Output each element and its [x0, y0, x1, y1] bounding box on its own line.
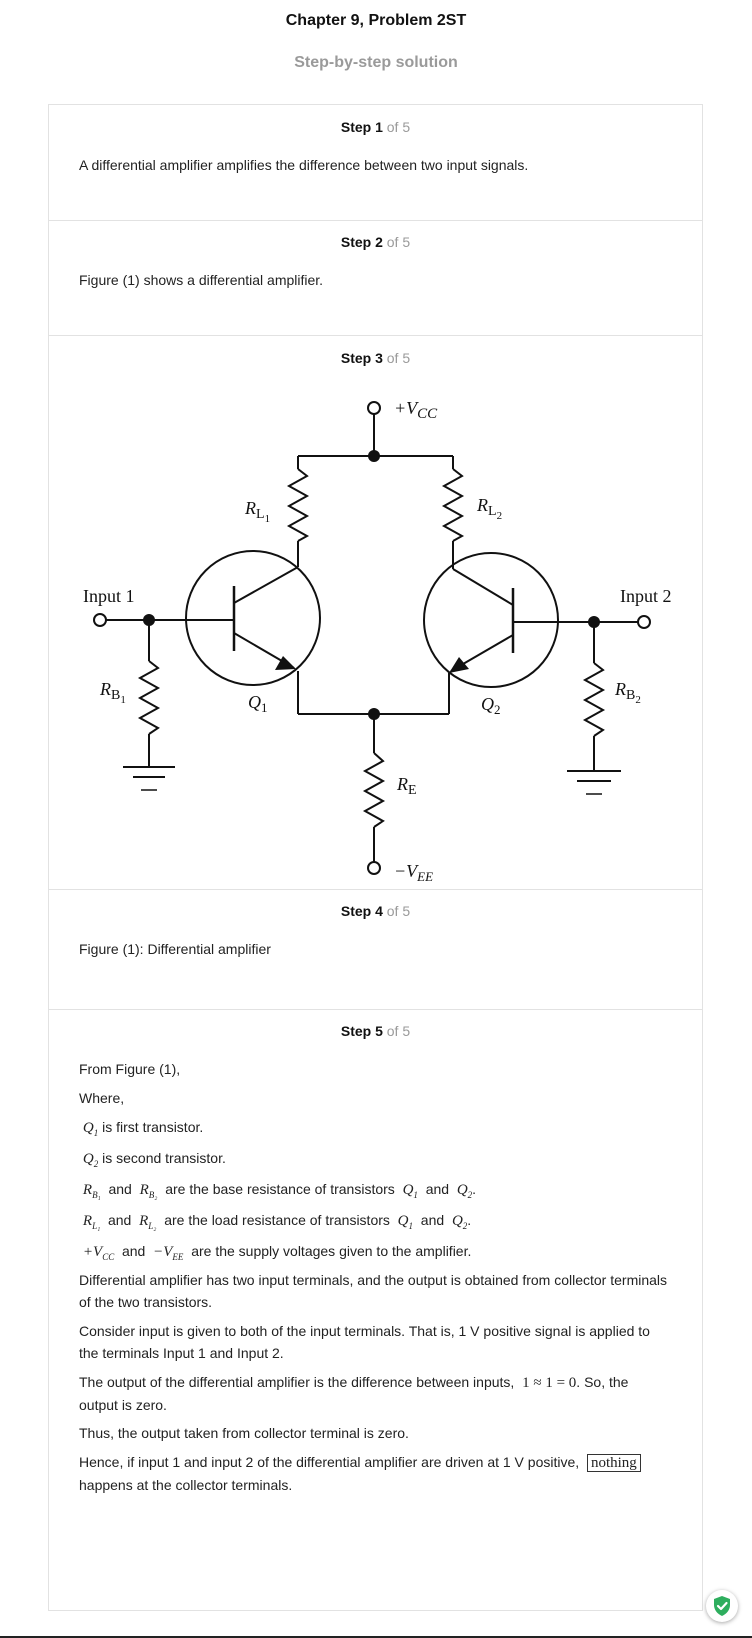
input1-terminal: [93, 613, 107, 627]
supply-definition: +VCC and −VEE are the supply voltages gi…: [82, 1243, 472, 1262]
q1-transistor: [185, 550, 321, 686]
rb1-resistor: [137, 660, 161, 735]
step-1-text: A differential amplifier amplifies the d…: [79, 157, 529, 173]
para-input-given: Consider input is given to both of the i…: [79, 1323, 650, 1361]
solution-frame: Step 1 of 5 A differential amplifier amp…: [48, 104, 703, 1611]
step-count: of 5: [386, 350, 411, 366]
para-two-inputs: Differential amplifier has two input ter…: [79, 1272, 668, 1310]
rl2-label: RL2: [476, 495, 502, 522]
vcc-terminal: [367, 401, 381, 415]
step-2: Step 2 of 5 Figure (1) shows a different…: [49, 220, 702, 336]
step-2-text: Figure (1) shows a differential amplifie…: [79, 272, 324, 288]
step-number: Step 3: [340, 350, 383, 366]
vee-label: −VEE: [394, 861, 433, 884]
input2-terminal: [637, 615, 651, 629]
q1-symbol: Q1: [82, 1120, 99, 1138]
q1-label: Q1: [248, 692, 268, 715]
step-number: Step 4: [340, 903, 383, 919]
step-1: Step 1 of 5 A differential amplifier amp…: [49, 105, 702, 221]
step-count: of 5: [386, 1023, 411, 1039]
input1-label: Input 1: [83, 586, 135, 606]
step-2-header: Step 2 of 5: [49, 234, 702, 250]
from-figure-text: From Figure (1),: [79, 1061, 181, 1077]
rl1-resistor: [286, 468, 310, 542]
para-output-difference: The output of the differential amplifier…: [79, 1374, 629, 1413]
step-number: Step 2: [340, 234, 383, 250]
step-3-header: Step 3 of 5: [49, 350, 702, 366]
step-4-text: Figure (1): Differential amplifier: [79, 941, 271, 957]
rb2-resistor: [582, 662, 606, 737]
re-label: RE: [396, 774, 417, 798]
where-text: Where,: [79, 1090, 125, 1106]
page-title: Chapter 9, Problem 2ST: [285, 12, 467, 29]
step-number: Step 1: [340, 119, 383, 135]
security-badge[interactable]: [706, 1590, 738, 1622]
step-3: Step 3 of 5: [49, 336, 702, 890]
step-count: of 5: [386, 234, 411, 250]
equation: 1 ≈ 1 = 0: [522, 1375, 577, 1391]
re-resistor: [362, 752, 386, 828]
rl1-label: RL1: [244, 498, 270, 525]
vee-terminal: [367, 861, 381, 875]
q2-symbol: Q2: [82, 1151, 99, 1169]
shield-check-icon: [714, 1596, 730, 1616]
para-output-zero: Thus, the output taken from collector te…: [79, 1425, 409, 1441]
rl2-resistor: [441, 468, 465, 542]
rb1-label: RB1: [99, 679, 126, 706]
step-count: of 5: [386, 119, 411, 135]
answer-box: nothing: [586, 1454, 641, 1472]
step-count: of 5: [386, 903, 411, 919]
q2-definition: Q2 is second transistor.: [82, 1150, 226, 1169]
step-1-header: Step 1 of 5: [49, 119, 702, 135]
vcc-label: +VCC: [394, 398, 438, 422]
differential-amplifier-figure: +VCC −VEE RL1 RL2 RB1 RB2 RE Q1 Q2 Input…: [83, 398, 672, 884]
q2-transistor: [423, 552, 559, 688]
step-4: Step 4 of 5 Figure (1): Differential amp…: [49, 889, 702, 1010]
rb2-label: RB2: [614, 679, 641, 706]
bottom-border: [0, 1636, 752, 1638]
step-5-header: Step 5 of 5: [49, 1023, 702, 1039]
input2-label: Input 2: [620, 586, 672, 606]
q2-label: Q2: [481, 694, 501, 717]
step-5: Step 5 of 5 From Figure (1), Where, Q1 i…: [49, 1009, 702, 1610]
rb-definition: RB₁ and RB₂ are the base resistance of t…: [82, 1181, 477, 1200]
step-number: Step 5: [340, 1023, 383, 1039]
q1-definition: Q1 is first transistor.: [82, 1119, 204, 1138]
page-subtitle: Step-by-step solution: [294, 54, 458, 71]
step-4-header: Step 4 of 5: [49, 903, 702, 919]
rl-definition: RL₁ and RL₂ are the load resistance of t…: [82, 1212, 472, 1231]
para-conclusion: Hence, if input 1 and input 2 of the dif…: [79, 1451, 669, 1496]
